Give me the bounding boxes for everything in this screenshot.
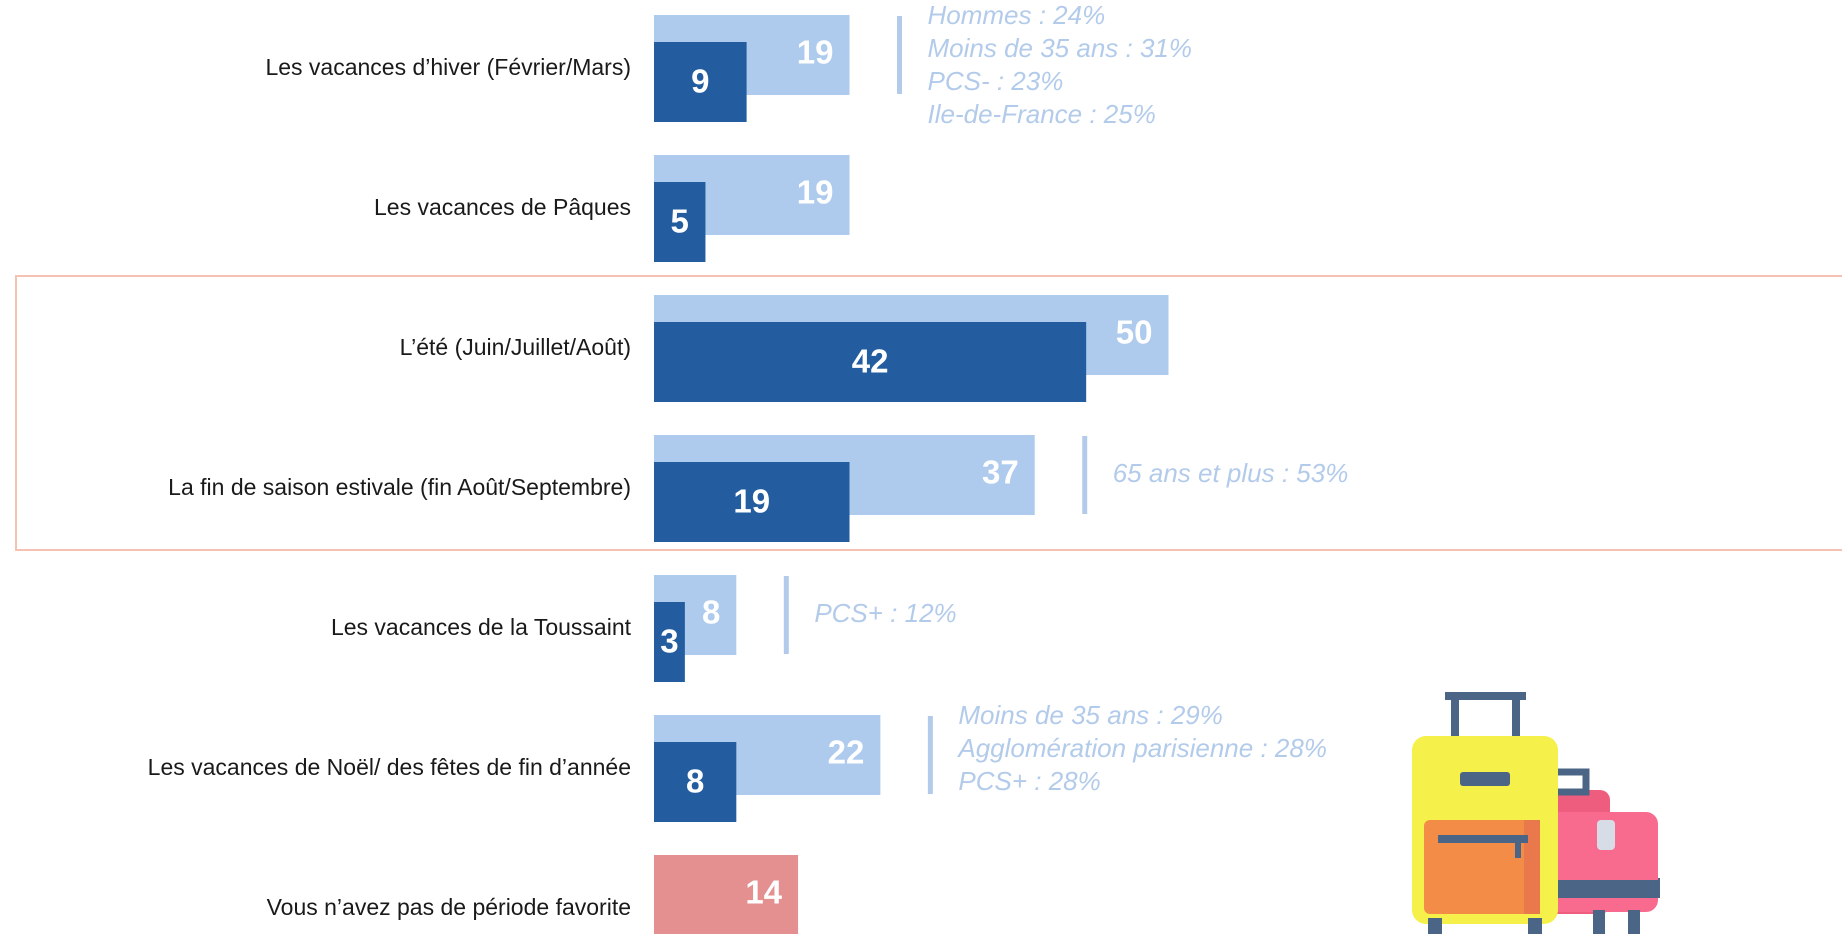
bar [654, 322, 1087, 402]
value-label: 19 [797, 34, 834, 71]
bar [654, 742, 737, 822]
value-label: 9 [691, 63, 709, 100]
value-label: 3 [660, 623, 678, 660]
category-label: Les vacances d’hiver (Février/Mars) [265, 54, 631, 80]
category-label: La fin de saison estivale (fin Août/Sept… [168, 474, 631, 500]
annotation: Hommes : 24% [928, 0, 1106, 30]
value-label: 8 [702, 594, 720, 631]
bar [654, 602, 685, 682]
annotation: Ile-de-France : 25% [928, 99, 1156, 129]
category-label: Les vacances de la Toussaint [331, 614, 632, 640]
value-label: 37 [982, 454, 1019, 491]
bar [654, 462, 850, 542]
value-label: 8 [686, 763, 704, 800]
bar [654, 42, 747, 122]
highlight-frame [15, 275, 1842, 551]
annotation: PCS- : 23% [928, 66, 1064, 96]
annotation: PCS+ : 28% [958, 766, 1100, 796]
annotation: PCS+ : 12% [814, 598, 956, 628]
category-label: L’été (Juin/Juillet/Août) [400, 334, 631, 360]
annotation: 65 ans et plus : 53% [1113, 458, 1349, 488]
value-label: 42 [852, 343, 889, 380]
category-label: Les vacances de Pâques [374, 194, 631, 220]
annotation: Agglomération parisienne : 28% [956, 733, 1327, 763]
suitcase-icon [1412, 692, 1660, 934]
value-label: 19 [797, 174, 834, 211]
value-label: 50 [1116, 314, 1153, 351]
category-label: Les vacances de Noël/ des fêtes de fin d… [148, 754, 631, 780]
bar [654, 855, 799, 934]
value-label: 14 [745, 874, 782, 911]
value-label: 5 [671, 203, 689, 240]
value-label: 19 [733, 483, 770, 520]
category-label: Vous n’avez pas de période favorite [267, 894, 631, 920]
annotation: Moins de 35 ans : 29% [958, 700, 1223, 730]
bar [654, 182, 706, 262]
value-label: 22 [828, 734, 865, 771]
annotation: Moins de 35 ans : 31% [928, 33, 1193, 63]
